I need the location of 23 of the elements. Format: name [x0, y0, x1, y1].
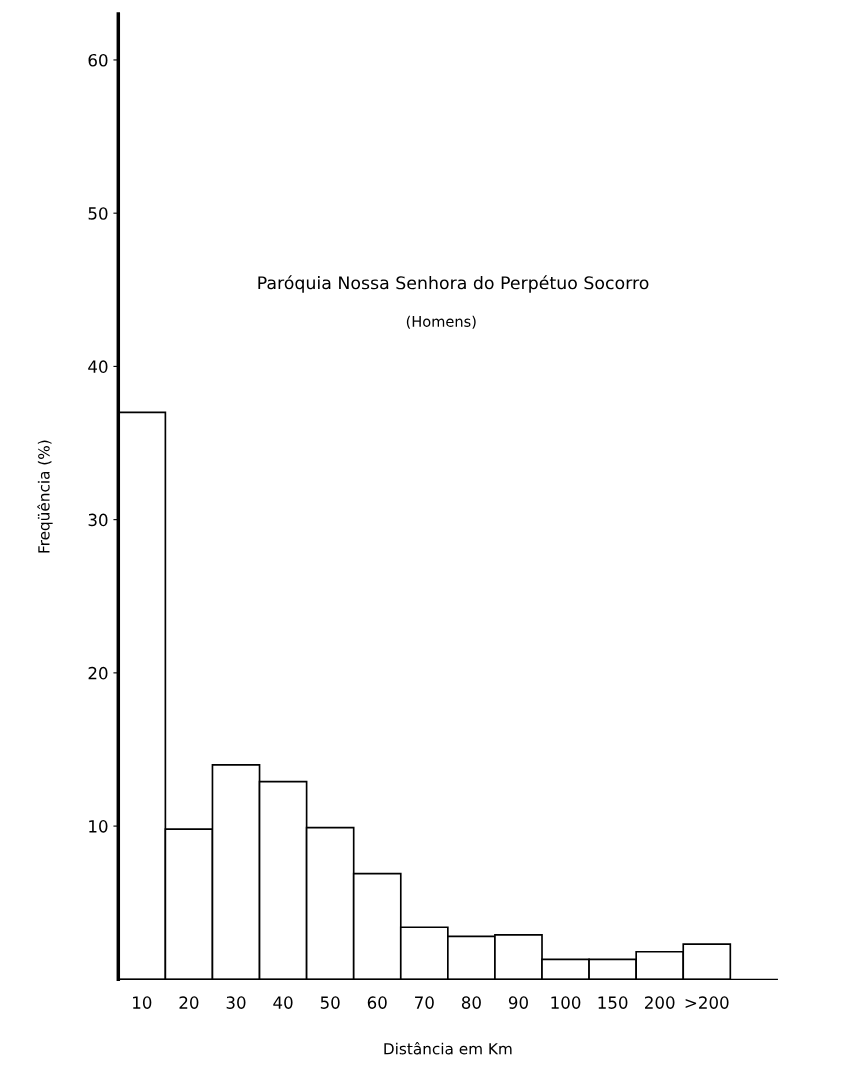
- x-tick-label: 70: [415, 996, 434, 1009]
- x-tick-label: 10: [133, 996, 152, 1009]
- x-tick-label: 100: [551, 996, 581, 1009]
- x-tick-label: 200: [645, 996, 675, 1009]
- y-axis-title: Freqüência (%): [37, 440, 53, 553]
- text: (Homens): [406, 315, 476, 329]
- x-tick-label: 40: [273, 996, 293, 1009]
- x-axis-title: Distância em Km: [384, 1042, 512, 1055]
- x-tick-label: 50: [320, 996, 340, 1009]
- x-tick-label: 60: [367, 996, 387, 1009]
- x-tick-label: 20: [179, 996, 199, 1009]
- x-tick-label: 150: [598, 996, 628, 1009]
- x-tick-label: 30: [226, 996, 246, 1009]
- y-tick-label: 30: [88, 513, 108, 527]
- y-tick-label: 40: [88, 360, 108, 373]
- x-tick-label: 80: [461, 996, 481, 1009]
- text: Paróquia Nossa Senhora do Perpétuo Socorro: [258, 275, 649, 293]
- y-tick-label: 60: [88, 53, 108, 67]
- y-tick-label: 20: [88, 666, 108, 680]
- x-tick-label: 90: [508, 996, 528, 1009]
- y-tick-label: 10: [89, 820, 108, 833]
- y-tick-label: 50: [88, 207, 108, 220]
- x-tick-label: >200: [685, 996, 729, 1009]
